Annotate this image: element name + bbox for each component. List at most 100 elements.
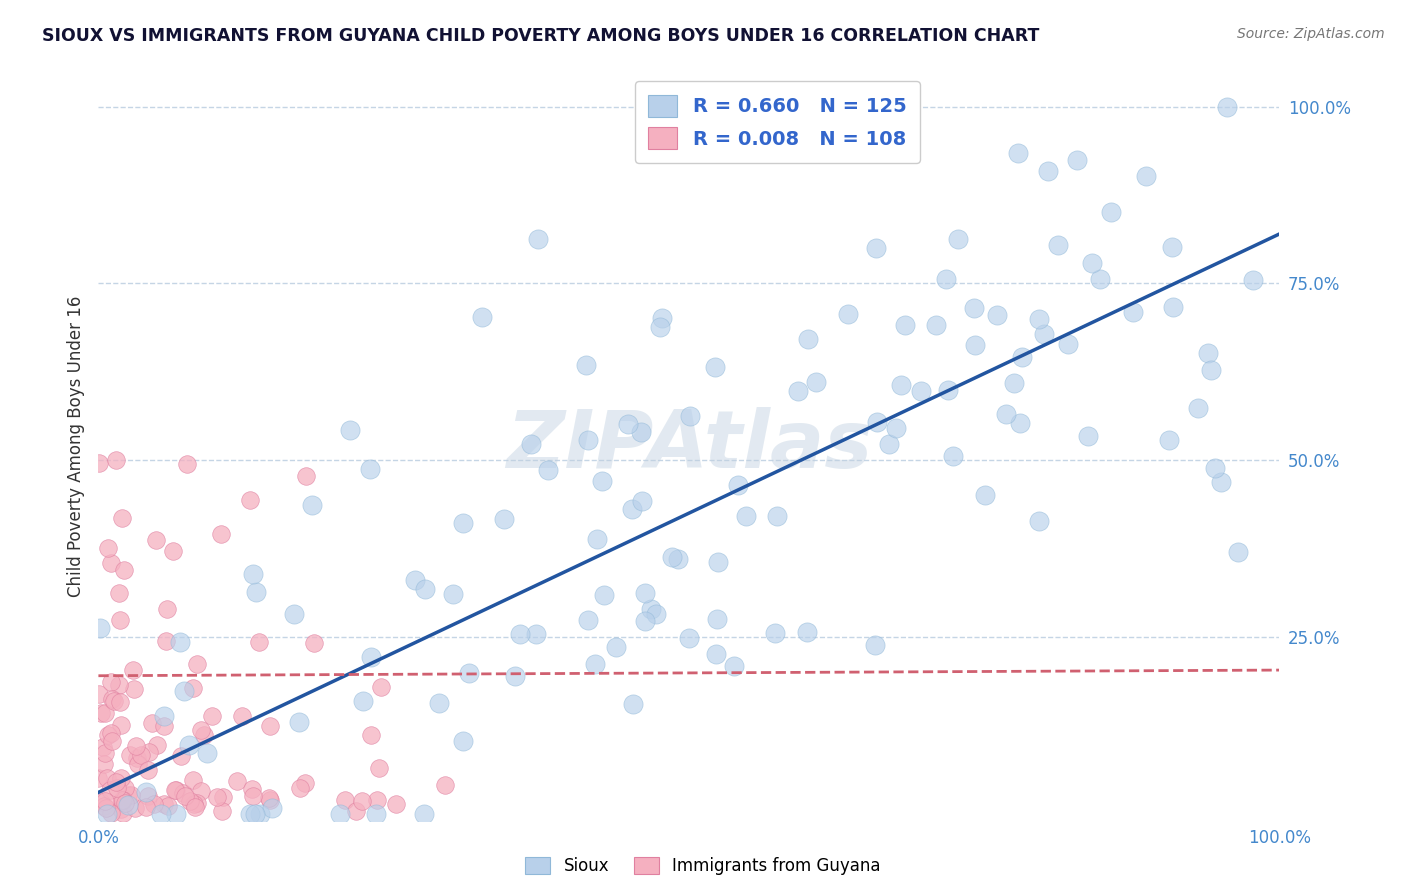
Point <box>257 790 280 805</box>
Point <box>583 657 606 671</box>
Point <box>90 796 112 810</box>
Point <box>205 790 228 805</box>
Point <box>763 626 786 640</box>
Point <box>333 793 356 807</box>
Point <box>723 658 745 673</box>
Point <box>94 794 117 808</box>
Point <box>150 806 173 821</box>
Point <box>1209 475 1232 489</box>
Point <box>1011 350 1033 364</box>
Point <box>211 804 233 818</box>
Point <box>138 763 160 777</box>
Point <box>302 636 325 650</box>
Point <box>100 805 122 820</box>
Point <box>108 586 131 600</box>
Point <box>796 332 818 346</box>
Point <box>727 478 749 492</box>
Point <box>706 612 728 626</box>
Point <box>103 694 125 708</box>
Point <box>183 797 205 812</box>
Point <box>1199 363 1222 377</box>
Point <box>93 746 115 760</box>
Point <box>1036 164 1059 178</box>
Point <box>169 634 191 648</box>
Point <box>301 498 323 512</box>
Point <box>352 794 374 808</box>
Point <box>100 675 122 690</box>
Point <box>360 728 382 742</box>
Point <box>360 650 382 665</box>
Point <box>1028 312 1050 326</box>
Point <box>934 272 956 286</box>
Point <box>243 806 266 821</box>
Point <box>661 549 683 564</box>
Legend: R = 0.660   N = 125, R = 0.008   N = 108: R = 0.660 N = 125, R = 0.008 N = 108 <box>634 81 921 163</box>
Point <box>404 574 426 588</box>
Point <box>806 375 828 389</box>
Point <box>153 797 176 811</box>
Point <box>1161 240 1184 254</box>
Point <box>247 634 270 648</box>
Point <box>679 409 702 424</box>
Point <box>211 790 233 805</box>
Point <box>666 552 689 566</box>
Point <box>138 789 160 803</box>
Point <box>621 502 644 516</box>
Point <box>441 587 464 601</box>
Point <box>986 308 1008 322</box>
Point <box>111 794 134 808</box>
Point <box>121 663 143 677</box>
Point <box>97 728 120 742</box>
Point <box>650 320 672 334</box>
Point <box>100 556 122 570</box>
Point <box>105 780 128 795</box>
Point <box>242 567 264 582</box>
Point <box>630 425 652 439</box>
Point <box>651 311 673 326</box>
Point <box>621 698 644 712</box>
Point <box>524 626 547 640</box>
Point <box>942 449 965 463</box>
Point <box>186 796 208 810</box>
Point <box>537 462 560 476</box>
Point <box>162 544 184 558</box>
Point <box>209 527 232 541</box>
Point <box>796 625 818 640</box>
Point <box>110 718 132 732</box>
Point <box>176 457 198 471</box>
Point <box>616 417 638 432</box>
Point <box>640 602 662 616</box>
Point <box>366 806 388 821</box>
Point <box>110 695 132 709</box>
Point <box>735 508 758 523</box>
Point <box>1122 304 1144 318</box>
Point <box>96 806 118 821</box>
Point <box>240 781 263 796</box>
Point <box>97 541 120 555</box>
Point <box>591 474 613 488</box>
Point <box>190 783 212 797</box>
Point <box>89 687 111 701</box>
Point <box>1243 273 1265 287</box>
Point <box>96 772 118 786</box>
Point <box>155 633 177 648</box>
Point <box>995 407 1018 421</box>
Point <box>290 780 312 795</box>
Point <box>112 564 135 578</box>
Point <box>117 789 139 803</box>
Point <box>494 512 516 526</box>
Point <box>704 360 727 375</box>
Point <box>1135 169 1157 183</box>
Point <box>135 799 157 814</box>
Point <box>259 719 281 733</box>
Point <box>586 533 609 547</box>
Point <box>605 640 627 654</box>
Point <box>190 723 212 738</box>
Point <box>1028 514 1050 528</box>
Point <box>110 772 132 786</box>
Point <box>181 681 204 696</box>
Point <box>1161 300 1184 314</box>
Point <box>156 799 179 814</box>
Legend: Sioux, Immigrants from Guyana: Sioux, Immigrants from Guyana <box>517 849 889 884</box>
Point <box>352 694 374 708</box>
